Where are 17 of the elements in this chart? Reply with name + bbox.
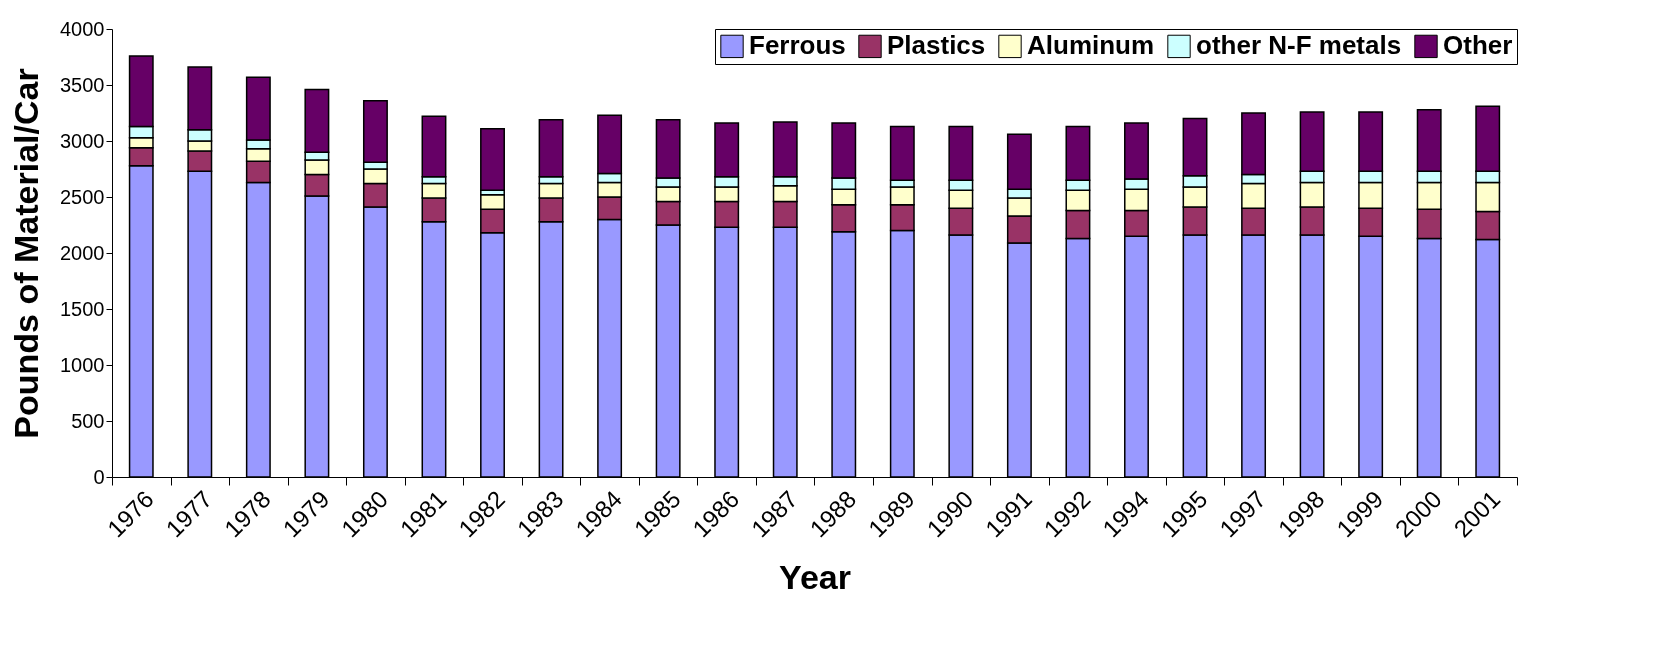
y-tick-label: 1500 [60,297,105,320]
legend-label: Plastics [887,30,986,61]
y-tick-label: 2000 [60,241,105,264]
y-tick-label: 500 [71,409,105,432]
legend-label: Ferrous [749,30,846,61]
bar [480,127,505,192]
y-tick-label: 1000 [60,353,105,376]
y-tick-label: 0 [93,465,105,488]
y-tick-label: 3000 [60,129,105,152]
legend-label: Other [1443,30,1513,61]
legend-label: other N-F metals [1196,30,1402,61]
y-axis-title: Pounds of Material/Car [7,68,46,439]
legend-label: Aluminum [1027,30,1155,61]
y-tick-label: 3500 [60,73,105,96]
y-tick-label: 4000 [60,17,105,40]
y-tick-label: 2500 [60,185,105,208]
x-axis-title: Year [779,558,851,597]
